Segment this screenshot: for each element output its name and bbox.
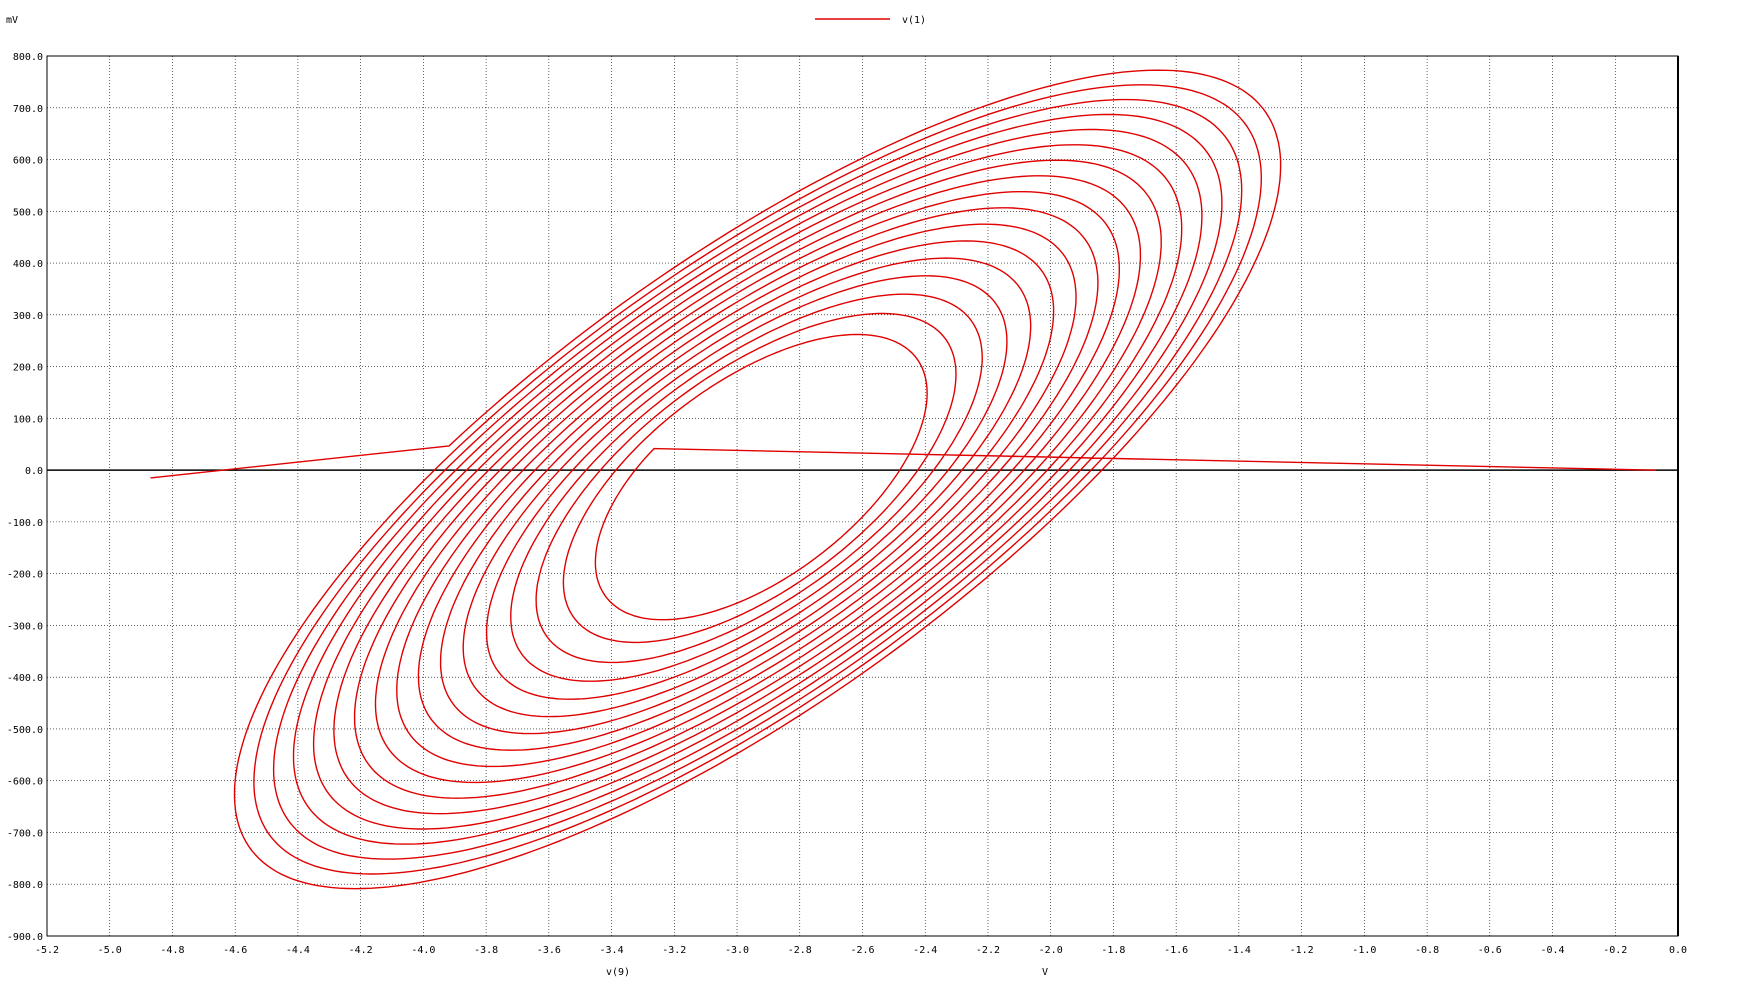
x-tick-label: -0.8 [1415,945,1439,956]
y-tick-label: 700.0 [13,104,43,115]
y-tick-label: -900.0 [7,932,43,943]
y-tick-label: -100.0 [7,518,43,529]
x-tick-label: -0.2 [1603,945,1627,956]
x-tick-label: -1.4 [1227,945,1251,956]
y-tick-label: 500.0 [13,207,43,218]
series-v1-line [150,69,1657,890]
x-tick-label: -3.4 [600,945,624,956]
y-tick-label: 800.0 [13,52,43,63]
x-tick-label: -4.4 [286,945,310,956]
y-tick-label: 100.0 [13,414,43,425]
grid [47,56,1678,936]
y-tick-label: -800.0 [7,880,43,891]
y-tick-label: 300.0 [13,311,43,322]
y-tick-label: -500.0 [7,725,43,736]
axes [46,55,1679,937]
x-tick-label: -0.4 [1540,945,1564,956]
x-tick-label: -5.0 [98,945,122,956]
y-unit-label: mV [6,15,18,26]
x-tick-label: -2.6 [850,945,874,956]
x-tick-label: -5.2 [35,945,59,956]
x-tick-label: -4.0 [411,945,435,956]
y-tick-label: -200.0 [7,570,43,581]
x-tick-label: -2.0 [1039,945,1063,956]
x-axis-label: v(9) [606,967,630,978]
legend-label-v1: v(1) [902,15,926,26]
x-tick-label: -4.6 [223,945,247,956]
y-tick-label: -700.0 [7,828,43,839]
x-tick-label: -1.8 [1101,945,1125,956]
x-tick-label: -0.6 [1478,945,1502,956]
y-tick-label: 600.0 [13,156,43,167]
x-tick-label: -3.2 [662,945,686,956]
x-tick-label: -3.6 [537,945,561,956]
series-layer [150,69,1657,890]
legend: v(1) [815,15,926,26]
x-tick-label: -3.0 [725,945,749,956]
y-tick-label: 200.0 [13,363,43,374]
x-unit-label: V [1042,967,1048,978]
y-tick-label: -300.0 [7,621,43,632]
x-tick-label: -3.8 [474,945,498,956]
x-tick-label: -1.2 [1290,945,1314,956]
y-tick-label: -400.0 [7,673,43,684]
y-tick-label: 0.0 [25,466,43,477]
x-tick-label: -2.4 [913,945,937,956]
x-tick-label: -4.8 [160,945,184,956]
x-tick-label: -2.8 [788,945,812,956]
x-tick-label: -1.6 [1164,945,1188,956]
y-tick-label: 400.0 [13,259,43,270]
tick-labels: -5.2 -5.0 -4.8 -4.6 -4.4 -4.2 -4.0 -3.8 -3.6 -3.4… [7,52,1687,956]
x-tick-label: 0.0 [1669,945,1687,956]
x-tick-label: -1.0 [1352,945,1376,956]
x-tick-label: -4.2 [349,945,373,956]
x-tick-label: -2.2 [976,945,1000,956]
y-tick-label: -600.0 [7,777,43,788]
